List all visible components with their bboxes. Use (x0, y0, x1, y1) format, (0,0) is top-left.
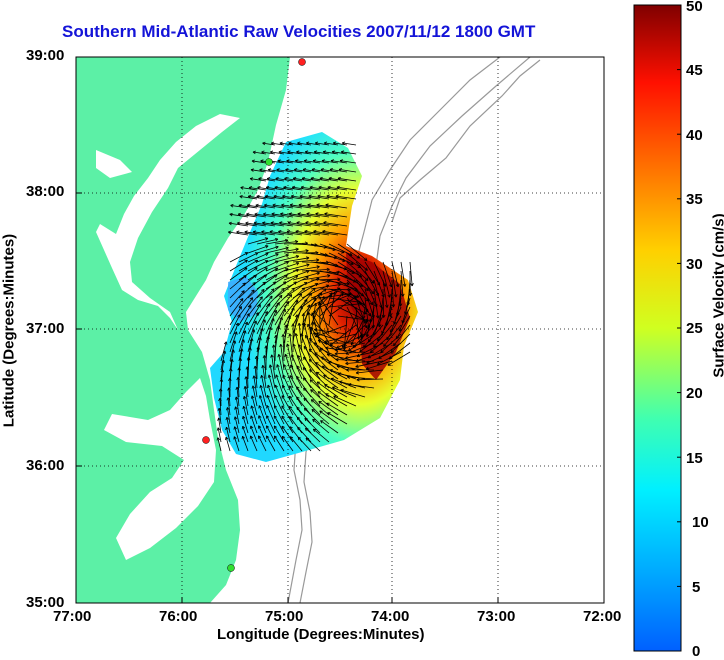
colorbar-tick-label: 45 (686, 62, 703, 79)
vector-arrowhead (296, 262, 299, 263)
vector-arrowhead (234, 437, 235, 440)
vector-arrowhead (283, 282, 286, 283)
station-marker (203, 437, 210, 444)
colorbar-tick-label: 15 (686, 450, 703, 467)
colorbar-tick-label: 5 (692, 579, 700, 596)
vector-arrowhead (243, 275, 246, 276)
vector-arrowhead (293, 282, 296, 283)
vector-arrowhead (254, 275, 257, 276)
vector-arrowhead (242, 426, 243, 429)
colorbar (634, 5, 681, 651)
vector-arrowhead (373, 291, 374, 294)
colorbar-tick-label: 40 (686, 127, 703, 144)
vector-arrowhead (290, 417, 291, 420)
vector-arrowhead (297, 397, 298, 400)
vector-arrowhead (319, 303, 320, 306)
station-marker (228, 565, 235, 572)
vector-arrowhead (293, 344, 294, 347)
colorbar-tick-label: 30 (686, 256, 703, 273)
vector-arrowhead (389, 358, 392, 359)
vector-arrowhead (290, 437, 291, 440)
vector-arrowhead (268, 385, 269, 388)
station-marker (299, 59, 306, 66)
vector-arrowhead (337, 288, 340, 289)
vector-arrowhead (290, 427, 291, 430)
vector-arrowhead (242, 436, 243, 439)
colorbar-label: Surface Velocity (cm/s) (711, 181, 724, 411)
colorbar-tick-label: 10 (692, 514, 709, 531)
vector-arrowhead (265, 245, 268, 246)
colorbar-tick-label: 25 (686, 320, 703, 337)
colorbar-tick-label: 50 (686, 0, 703, 15)
colorbar-tick-label: 35 (686, 191, 703, 208)
vector-arrowhead (276, 375, 277, 378)
vector-arrowhead (323, 289, 326, 290)
colorbar-tick-label: 0 (692, 643, 700, 660)
vector-arrowhead (356, 361, 359, 362)
vector-arrowhead (264, 275, 267, 276)
vector-arrowhead (251, 416, 252, 419)
station-marker (266, 159, 273, 166)
colorbar-tick-label: 20 (686, 385, 703, 402)
